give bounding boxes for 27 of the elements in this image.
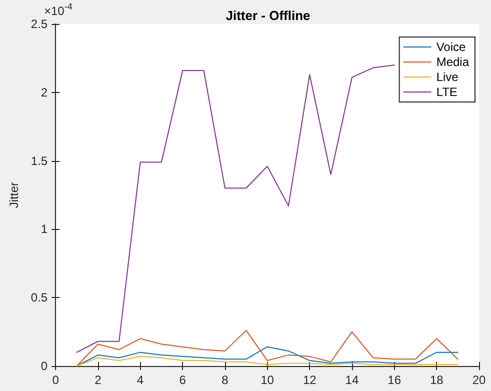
y-axis-title: Jitter xyxy=(7,182,21,208)
x-tick-label: 14 xyxy=(345,373,359,387)
x-tick-label: 20 xyxy=(472,373,486,387)
legend-label: Voice xyxy=(436,40,466,54)
line-series xyxy=(76,330,458,366)
y-tick-label: 1.5 xyxy=(30,154,48,168)
chart-title: Jitter - Offline xyxy=(226,8,310,23)
x-tick-label: 12 xyxy=(302,373,317,387)
x-tick-label: 10 xyxy=(260,373,274,387)
y-tick-label: 1 xyxy=(40,222,48,236)
y-tick-label: 2.5 xyxy=(30,17,48,31)
legend-label: Live xyxy=(436,70,459,84)
x-tick-label: 16 xyxy=(388,373,402,387)
legend-label: Media xyxy=(436,55,470,69)
y-tick-label: 0 xyxy=(40,359,48,373)
x-tick-label: 2 xyxy=(94,373,102,387)
x-tick-label: 18 xyxy=(430,373,444,387)
x-tick-label: 6 xyxy=(179,373,186,387)
legend-label: LTE xyxy=(436,85,458,99)
line-series xyxy=(76,64,395,353)
y-tick-label: 0.5 xyxy=(30,290,48,305)
y-tick-label: 2 xyxy=(40,85,48,100)
x-tick-label: 0 xyxy=(52,373,60,387)
x-tick-label: 8 xyxy=(222,373,229,387)
line-series xyxy=(76,356,458,366)
x-tick-label: 4 xyxy=(136,373,144,387)
line-series xyxy=(76,346,458,366)
